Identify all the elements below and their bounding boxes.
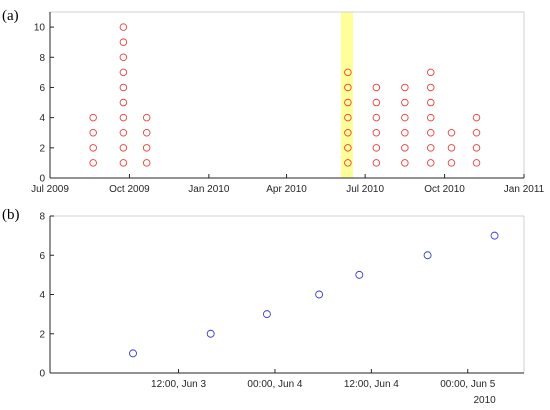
data-point-a xyxy=(142,159,151,167)
y-tick-label: 2 xyxy=(39,329,45,340)
data-point-a xyxy=(447,159,456,167)
x-tick-label: Oct 2010 xyxy=(424,184,465,195)
x-tick-label: Jul 2010 xyxy=(346,184,384,195)
data-point-b xyxy=(355,270,364,279)
y-tick-label: 10 xyxy=(34,23,46,34)
y-tick-label: 0 xyxy=(39,174,45,185)
data-point-b xyxy=(262,310,271,319)
x-tick-label: 00:00, Jun 5 xyxy=(440,379,495,390)
data-point-a xyxy=(472,144,481,152)
data-point-b xyxy=(315,290,324,299)
y-tick-label: 0 xyxy=(39,369,45,380)
data-point-a xyxy=(401,128,409,137)
data-point-a xyxy=(344,113,352,122)
data-point-a xyxy=(401,98,409,107)
data-point-b xyxy=(423,251,432,260)
y-tick-label: 4 xyxy=(39,113,45,124)
data-point-a xyxy=(372,159,381,167)
panel-label-b: (b) xyxy=(2,207,20,223)
data-point-a xyxy=(472,113,481,122)
x-tick-label: Oct 2009 xyxy=(109,184,150,195)
data-point-a xyxy=(142,128,151,137)
data-point-a xyxy=(401,159,409,167)
data-point-a xyxy=(119,113,128,122)
data-point-a xyxy=(372,128,381,137)
data-point-a xyxy=(89,144,97,152)
data-point-a xyxy=(427,159,435,167)
data-point-a xyxy=(372,113,381,122)
data-point-a xyxy=(401,113,409,122)
x-tick-label: Apr 2010 xyxy=(266,184,307,195)
data-point-a xyxy=(344,98,352,107)
data-point-b xyxy=(206,329,215,338)
data-point-b xyxy=(129,349,137,358)
x-tick-label: Jan 2010 xyxy=(188,184,230,195)
data-point-a xyxy=(119,98,128,107)
data-point-a xyxy=(344,144,352,152)
data-point-a xyxy=(89,128,97,137)
data-point-a xyxy=(119,83,128,92)
highlight-band xyxy=(340,12,354,178)
data-point-a xyxy=(472,128,481,137)
y-tick-label: 4 xyxy=(39,290,45,301)
x-tick-label: 12:00, Jun 4 xyxy=(344,379,399,390)
y-tick-label: 6 xyxy=(39,83,45,94)
data-point-a xyxy=(142,144,151,152)
y-tick-label: 8 xyxy=(39,53,45,64)
data-point-a xyxy=(142,113,151,122)
data-point-a xyxy=(401,144,409,152)
data-point-a xyxy=(447,144,456,152)
data-point-a xyxy=(427,113,435,122)
data-point-a xyxy=(427,98,435,107)
data-point-a xyxy=(427,128,435,137)
data-point-a xyxy=(372,98,381,107)
data-point-a xyxy=(372,83,381,92)
y-tick-label: 6 xyxy=(39,251,45,262)
data-point-b xyxy=(490,231,499,240)
data-point-a xyxy=(427,144,435,152)
data-point-a xyxy=(119,159,128,167)
data-point-a xyxy=(427,68,435,77)
x-tick-label: Jan 2011 xyxy=(504,184,545,195)
x-tick-label: Jul 2009 xyxy=(31,184,69,195)
data-point-a xyxy=(344,128,352,137)
data-point-a xyxy=(472,159,481,167)
data-point-a xyxy=(89,159,97,167)
y-tick-label: 8 xyxy=(39,212,45,223)
data-point-a xyxy=(447,128,456,137)
data-point-a xyxy=(119,144,128,152)
data-point-a xyxy=(344,83,352,92)
data-point-a xyxy=(119,38,128,46)
data-point-a xyxy=(427,83,435,92)
x-tick-label: 12:00, Jun 3 xyxy=(151,379,206,390)
x-secondary-label: 2010 xyxy=(474,395,497,406)
data-point-a xyxy=(119,53,128,62)
data-point-a xyxy=(344,159,352,167)
data-point-a xyxy=(119,23,128,31)
data-point-a xyxy=(119,128,128,137)
data-point-a xyxy=(89,113,97,122)
y-tick-label: 2 xyxy=(39,143,45,154)
data-point-a xyxy=(401,83,409,92)
x-tick-label: 00:00, Jun 4 xyxy=(247,379,302,390)
data-point-a xyxy=(344,68,352,77)
panel-label-a: (a) xyxy=(2,8,19,24)
data-point-a xyxy=(372,144,381,152)
data-point-a xyxy=(119,68,128,77)
